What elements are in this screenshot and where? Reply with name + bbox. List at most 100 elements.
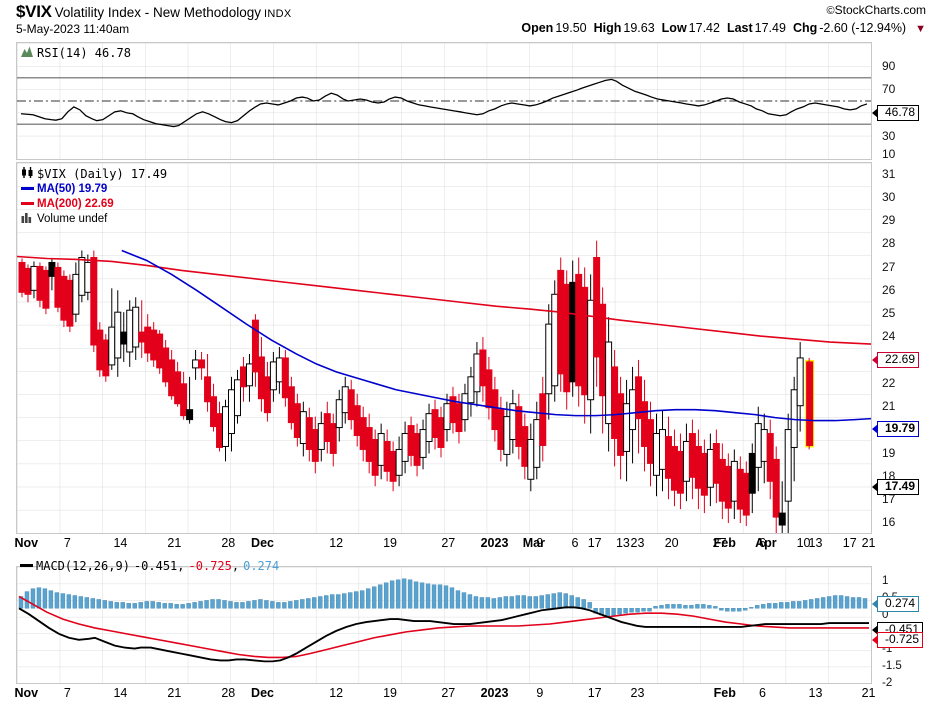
high-label: High [593, 21, 622, 35]
macd-ytick-m15: -1.5 [882, 660, 902, 672]
date-label-23: 23 [630, 536, 645, 550]
date-label-mar27: 27 [712, 536, 727, 550]
rsi-plot [17, 43, 871, 159]
price-y-axis: 31 30 29 28 27 26 25 24 23 22 21 20 19 1… [871, 162, 936, 534]
volume-legend-row: Volume undef [21, 211, 167, 226]
high-value: 19.63 [623, 21, 655, 35]
rsi-ytick-90: 90 [882, 58, 896, 73]
macd-line [18, 606, 870, 663]
date-label-mar6: 6 [571, 536, 579, 550]
last-label: Last [726, 21, 753, 35]
macd-legend-value: -0.451 [133, 558, 178, 573]
macd-histogram [18, 578, 868, 617]
volume-legend-label: Volume undef [37, 212, 108, 225]
rsi-legend: RSI(14) 46.78 [21, 45, 131, 60]
date2-label-23: 23 [630, 686, 645, 700]
candlestick-icon [21, 166, 35, 181]
date-label-21b: 21 [861, 536, 876, 550]
date-label-9: 9 [536, 536, 544, 550]
macd-panel[interactable] [16, 566, 872, 684]
price-ytick-24: 24 [882, 329, 896, 344]
last-price-flag: 17.49 [871, 479, 920, 495]
rsi-mountain-icon [21, 46, 35, 60]
macd-signal-flag: -0.725 [871, 632, 924, 648]
date-axis-top: Nov 7 14 21 28 Dec 12 19 27 2023 9 17 23… [14, 536, 875, 554]
symbol-name: Volatility Index - New Methodology [54, 5, 262, 20]
date-label-13: 13 [808, 536, 823, 550]
down-arrow-icon: ▼ [915, 23, 926, 35]
macd-ytick-m1: -1 [882, 643, 893, 655]
rsi-panel[interactable]: RSI(14) 46.78 [16, 42, 872, 160]
volume-bars-icon [21, 212, 35, 226]
date-label-nov: Nov [14, 536, 39, 550]
quote-summary: Open 19.50 High 19.63 Low 17.42 Last 17.49 Chg -2… [521, 21, 926, 35]
low-value: 17.42 [688, 21, 720, 35]
ma200-legend-row: MA(200) 22.69 [21, 196, 167, 211]
date2-label-21b: 21 [861, 686, 876, 700]
price-panel[interactable]: $VIX (Daily) 17.49 MA(50) 19.79 MA(200) … [16, 162, 872, 534]
ma50-legend-label: MA(50) 19.79 [37, 182, 108, 195]
ma50-line [121, 249, 871, 422]
date-label-17: 17 [587, 536, 602, 550]
macd-legend-comma1: , [177, 558, 185, 573]
price-ytick-17: 17 [882, 492, 896, 507]
date2-label-27: 27 [441, 686, 456, 700]
ma200-line [17, 255, 871, 345]
date-label-mar20: 20 [664, 536, 679, 550]
symbol-ticker: $VIX [16, 2, 52, 21]
macd-legend-comma2: , [231, 558, 240, 573]
macd-legend: MACD(12,26,9) -0.451, -0.725, 0.274 [20, 558, 279, 573]
date-label-mar: Mar [522, 536, 545, 550]
price-ytick-28: 28 [882, 236, 896, 251]
date2-label-feb: Feb [713, 686, 736, 700]
date2-label-17: 17 [587, 686, 602, 700]
date2-label-19: 19 [383, 686, 398, 700]
date-label-14: 14 [113, 536, 128, 550]
date2-label-2023: 2023 [480, 686, 509, 700]
open-label: Open [521, 21, 554, 35]
date2-label-nov: Nov [14, 686, 39, 700]
date-label-27: 27 [441, 536, 456, 550]
date2-label-13: 13 [808, 686, 823, 700]
date2-label-7: 7 [63, 686, 71, 700]
chart-datetime: 5-May-2023 11:40am [16, 22, 130, 36]
candlestick-series [18, 240, 815, 533]
rsi-legend-label: RSI(14) 46.78 [37, 45, 131, 60]
date-label-mar13: 13 [615, 536, 630, 550]
date2-label-6: 6 [758, 686, 766, 700]
date-label-6: 6 [758, 536, 766, 550]
price-ytick-19: 19 [882, 445, 896, 460]
date-label-feb: Feb [713, 536, 736, 550]
copyright-text: StockCharts.com [834, 3, 926, 17]
price-legend: $VIX (Daily) 17.49 MA(50) 19.79 MA(200) … [21, 166, 167, 226]
date-axis-top-right: Mar 6 13 20 27 Apr 10 17 [16, 536, 872, 554]
price-legend-title: $VIX (Daily) 17.49 [37, 166, 168, 181]
price-ytick-26: 26 [882, 282, 896, 297]
date2-label-12: 12 [329, 686, 344, 700]
copyright-icon: © [826, 5, 835, 17]
macd-ytick-0: 0 [882, 609, 889, 621]
open-value: 19.50 [555, 21, 587, 35]
price-ytick-21: 21 [882, 399, 896, 414]
date2-label-28: 28 [221, 686, 236, 700]
price-legend-title-row: $VIX (Daily) 17.49 [21, 166, 167, 181]
rsi-y-axis: 90 70 50 30 10 46.78 [871, 42, 936, 161]
chg-value: -2.60 (-12.94%) [819, 21, 907, 35]
ma200-value-flag: 22.69 [871, 351, 920, 368]
rsi-value-flag: 46.78 [871, 104, 920, 121]
price-ytick-30: 30 [882, 189, 896, 204]
macd-legend-signal: -0.725 [188, 558, 232, 573]
date-label-21: 21 [167, 536, 182, 550]
macd-y-axis: 1 0.5 0 -0.5 -1 -1.5 -2 0.274 -0.451 -0.… [871, 566, 936, 689]
price-ytick-25: 25 [882, 306, 896, 321]
date-label-apr10: 10 [796, 536, 811, 550]
price-ytick-22: 22 [882, 375, 896, 390]
macd-ytick-1: 1 [882, 575, 889, 587]
date2-label-21: 21 [167, 686, 182, 700]
price-ytick-27: 27 [882, 259, 896, 274]
symbol-title-line: $VIX Volatility Index - New Methodology IN… [16, 2, 292, 22]
low-label: Low [661, 21, 687, 35]
macd-swatch-icon [20, 564, 33, 567]
stockcharts-copyright: ©StockCharts.com [827, 3, 926, 17]
